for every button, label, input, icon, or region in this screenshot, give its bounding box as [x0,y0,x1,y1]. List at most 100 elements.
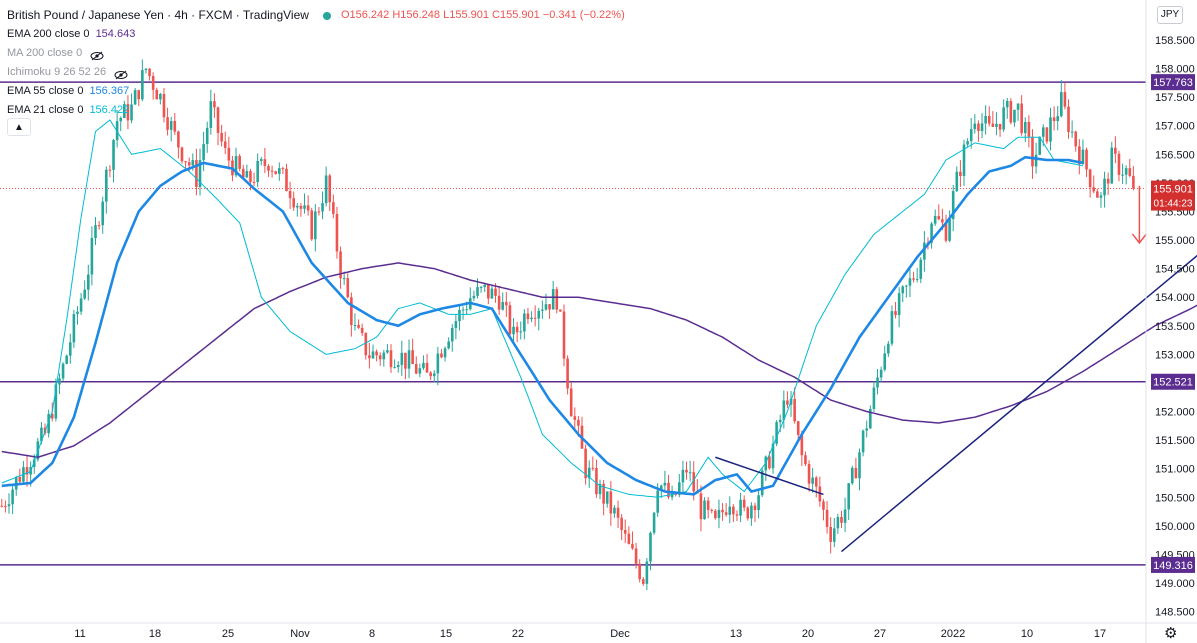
candle-body [757,495,760,511]
candle-body [425,362,429,373]
candle-body [184,161,187,163]
candle-body [256,160,259,183]
candle-body [1016,103,1020,110]
candle-body [270,170,274,172]
candle-body [908,278,912,286]
candle-body [883,353,887,370]
last-price-label: 155.901 [1153,184,1193,196]
candle-body [18,477,22,482]
candle-body [1070,131,1074,133]
candle-body [742,499,746,508]
candle-body [371,351,375,359]
candle-body [443,348,447,358]
candle-body [310,210,314,240]
candle-body [659,485,663,491]
candle-body [753,505,757,511]
candle-body [65,355,68,364]
level-price-tag [1151,556,1195,573]
candle-body [40,427,43,442]
candle-body [930,223,933,243]
price-tick-label: 156.500 [1155,149,1195,161]
time-tick-label: 17 [1094,628,1106,640]
time-tick-label: 18 [149,628,161,640]
candle-body [252,181,256,183]
arrow-head [1131,233,1147,245]
candle-body [432,373,436,377]
indicator-row[interactable]: EMA 21 close 0 156.422 [7,101,625,120]
candle-body [461,309,465,311]
candle-body [678,482,681,495]
candle-body [169,121,173,130]
candle-body [105,169,108,202]
chart-title: British Pound / Japanese Yen · 4h · FXCM… [7,8,309,22]
candle-body [508,305,512,335]
price-tick-label: 155.000 [1155,235,1195,247]
candle-body [623,529,627,534]
candle-body [1114,147,1117,154]
candle-body [101,201,105,226]
candle-body [1041,127,1045,137]
indicator-row[interactable]: EMA 200 close 0 154.643 [7,25,625,44]
candle-body [1099,195,1103,198]
candle-body [973,123,977,130]
candle-body [735,514,739,516]
candle-body [25,467,29,475]
candle-body [768,456,771,469]
candle-body [991,123,995,127]
candle-body [843,509,847,523]
candle-body [148,68,151,77]
candle-body [368,355,371,359]
candle-body [1081,149,1085,165]
candle-body [923,242,926,260]
candle-body [119,117,123,122]
candle-body [681,469,685,483]
candle-body [814,477,818,487]
candle-body [519,331,523,333]
candle-body [1067,106,1070,132]
candle-body [281,168,285,170]
candle-body [306,205,310,211]
candle-body [173,121,177,132]
time-tick-label: Nov [290,628,310,640]
indicator-value: 154.643 [95,28,136,40]
candle-body [685,469,688,473]
candle-body [728,506,732,515]
candle-body [941,219,944,223]
candle-body [1092,187,1096,192]
currency-button[interactable]: JPY [1157,6,1183,24]
candle-body [436,353,440,374]
candle-body [620,517,623,530]
candle-body [739,499,742,516]
candle-body [641,579,645,584]
candle-body [299,205,303,209]
candle-body [526,313,530,320]
indicator-value: 156.422 [89,104,130,116]
indicator-row[interactable]: EMA 55 close 0 156.367 [7,82,625,101]
candle-body [317,211,321,213]
candle-body [353,324,357,326]
candle-body [155,89,159,100]
candle-body [223,141,227,148]
candle-body [227,147,231,161]
candle-body [966,141,969,145]
candle-body [375,351,378,356]
candle-body [303,205,306,209]
collapse-legend-button[interactable]: ▲ [7,118,31,136]
indicator-row[interactable]: Ichimoku 9 26 52 26 [7,63,625,82]
candle-body [72,314,76,343]
eye-crossed-icon[interactable] [90,49,104,60]
candle-body [61,363,65,379]
level-price-label: 157.763 [1153,77,1193,89]
candle-body [447,341,450,349]
candle-body [277,168,281,174]
eye-crossed-icon[interactable] [114,68,128,79]
candle-body [267,165,270,171]
candle-body [818,486,822,502]
candle-body [811,477,814,484]
gear-icon[interactable]: ⚙ [1164,625,1178,642]
candle-body [598,483,602,495]
candle-body [151,76,155,90]
time-tick-label: 13 [730,628,742,640]
indicator-row[interactable]: MA 200 close 0 [7,44,625,63]
